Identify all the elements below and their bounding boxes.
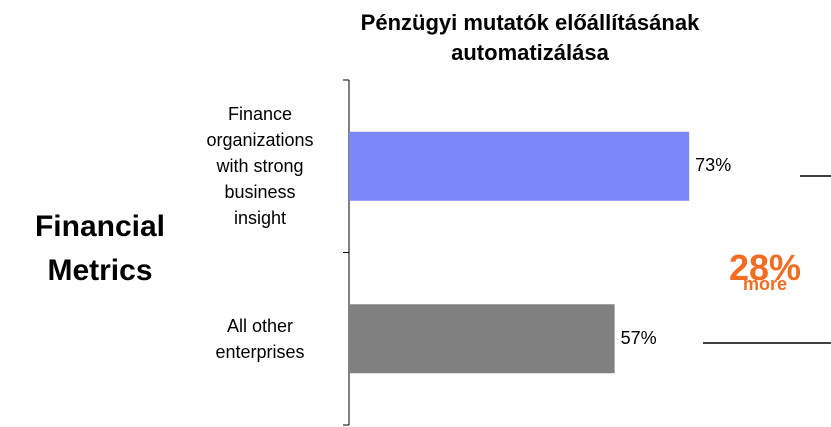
chart-title: Pénzügyi mutatók előállításának automati… bbox=[360, 10, 700, 65]
y-tick-label: Finance organizations with strong busine… bbox=[206, 104, 314, 229]
annotation: 28% bbox=[728, 247, 802, 288]
annotation-sub: more bbox=[742, 274, 787, 294]
side-label: Financial Metrics bbox=[34, 210, 166, 287]
y-tick-label: All other enterprises bbox=[215, 315, 305, 362]
bar bbox=[349, 131, 690, 201]
value-label: 73% bbox=[695, 155, 732, 176]
bar bbox=[349, 304, 615, 374]
value-label: 57% bbox=[620, 327, 657, 348]
